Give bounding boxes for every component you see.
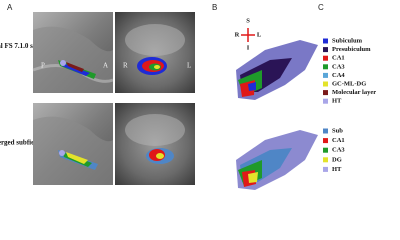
legend-label: CA3 bbox=[332, 63, 345, 70]
legend-label: GC-ML-DG bbox=[332, 80, 366, 87]
panel-label: C bbox=[318, 3, 324, 12]
legend-label: Presubiculum bbox=[332, 46, 371, 53]
row-label: Merged subfields bbox=[0, 139, 43, 147]
orientation-label: I bbox=[247, 44, 250, 51]
legend-swatch bbox=[323, 98, 328, 104]
figure: A B C Original FS 7.1.0 subfields Merged… bbox=[0, 3, 376, 190]
legend-label: Molecular layer bbox=[332, 89, 376, 96]
legend-label: CA1 bbox=[332, 137, 345, 144]
legend-label: Subiculum bbox=[332, 37, 363, 44]
legend-swatch bbox=[323, 55, 328, 61]
orientation-label: L bbox=[187, 62, 191, 70]
orientation-label: R bbox=[123, 62, 128, 70]
legend-swatch bbox=[323, 64, 328, 70]
legend-label: DG bbox=[332, 156, 342, 163]
legend-swatch bbox=[323, 90, 328, 96]
orientation-label: P bbox=[41, 62, 45, 70]
legend-swatch bbox=[323, 166, 328, 172]
legend-label: CA3 bbox=[332, 147, 345, 154]
panel-label: A bbox=[7, 3, 13, 12]
legends: SubiculumPresubiculumCA1CA3CA4GC-ML-DGMo… bbox=[323, 37, 376, 173]
orientation-label: L bbox=[257, 31, 262, 38]
legend-swatch bbox=[323, 157, 328, 163]
orientation-cross: S R L I bbox=[235, 17, 262, 51]
legend-label: CA4 bbox=[332, 72, 345, 79]
legend-label: Sub bbox=[332, 127, 343, 134]
legend-swatch bbox=[323, 81, 328, 87]
mri-coronal: R L bbox=[115, 12, 195, 93]
orientation-label: S bbox=[246, 17, 250, 24]
render-3d bbox=[236, 130, 318, 190]
mri-sagittal bbox=[33, 103, 113, 185]
legend-label: CA1 bbox=[332, 55, 345, 62]
legend-swatch bbox=[323, 128, 328, 134]
legend-swatch bbox=[323, 47, 328, 53]
mri-sagittal: P A bbox=[32, 12, 114, 94]
row-label: Original FS 7.1.0 subfields bbox=[0, 42, 57, 50]
legend-swatch bbox=[323, 72, 328, 78]
orientation-label: A bbox=[103, 62, 108, 70]
render-3d bbox=[236, 40, 318, 100]
legend-label: HT bbox=[332, 98, 342, 105]
legend-swatch bbox=[323, 147, 328, 153]
legend-label: HT bbox=[332, 166, 342, 173]
panel-label: B bbox=[212, 3, 217, 12]
orientation-label: R bbox=[235, 31, 240, 38]
legend-swatch bbox=[323, 38, 328, 44]
legend-swatch bbox=[323, 138, 328, 144]
mri-coronal bbox=[115, 103, 195, 185]
